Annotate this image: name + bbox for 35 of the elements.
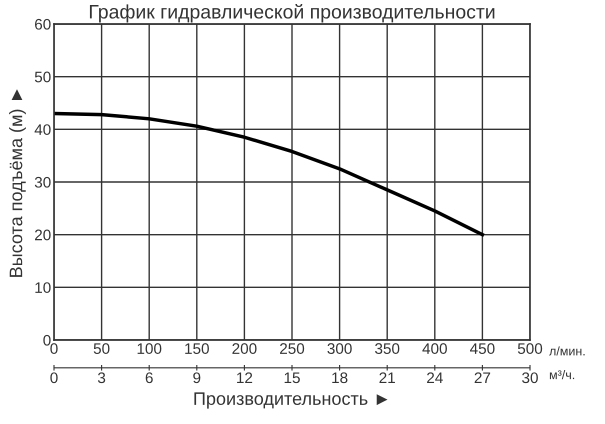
text: м³/ч.	[550, 370, 574, 380]
x-tick-label: 500	[518, 343, 542, 354]
chart-title: График гидравлической производительности	[90, 4, 494, 22]
x2-tick-label: 3	[98, 372, 106, 384]
y-tick-label: 60	[35, 18, 51, 30]
y-tick-label: 20	[35, 230, 51, 240]
y-tick-label: 10	[35, 282, 51, 294]
x-tick-label: 400	[422, 343, 447, 354]
x2-tick-label: 27	[474, 372, 490, 384]
x2-tick-label: 18	[332, 372, 348, 384]
y-tick-label: 40	[34, 124, 51, 136]
x-tick-label: 200	[232, 343, 257, 354]
x-tick-label: 300	[327, 343, 352, 354]
x-tick-label: 0	[50, 343, 58, 354]
x2-tick-label: 12	[237, 372, 252, 384]
x-tick-label: 450	[470, 343, 495, 354]
y-tick-label: 50	[34, 72, 51, 82]
y-tick-label: 30	[34, 176, 51, 188]
x2-tick-label: 9	[193, 372, 200, 384]
x-tick-label: 150	[185, 343, 209, 354]
x2-tick-label: 0	[50, 372, 58, 384]
x-tick-label: 250	[280, 343, 304, 354]
x2-tick-label: 21	[379, 372, 395, 384]
y-axis-title: Высота подъёма (м) ►	[9, 89, 26, 277]
y-tick-label: 0	[43, 334, 51, 346]
x-tick-label: 100	[138, 343, 162, 354]
x-tick-label: 50	[94, 343, 110, 354]
x2-tick-label: 24	[427, 372, 443, 384]
text: л/мин.	[549, 346, 585, 356]
x2-tick-label: 30	[522, 372, 538, 384]
x-tick-label: 350	[375, 343, 400, 354]
x2-tick-label: 6	[146, 372, 153, 384]
x-axis-title: Производительность ►	[194, 392, 388, 409]
x2-tick-label: 15	[284, 372, 300, 384]
line-series	[54, 112, 484, 236]
